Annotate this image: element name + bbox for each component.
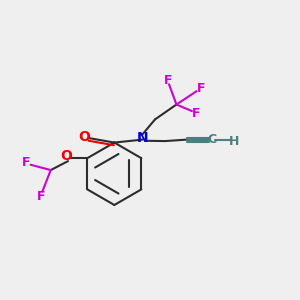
- Text: F: F: [192, 106, 200, 120]
- Text: C: C: [208, 133, 217, 146]
- Text: H: H: [229, 135, 239, 148]
- Text: O: O: [78, 130, 90, 144]
- Text: N: N: [137, 131, 148, 145]
- Text: F: F: [196, 82, 205, 95]
- Text: F: F: [164, 74, 173, 87]
- Text: F: F: [22, 156, 30, 169]
- Text: O: O: [60, 149, 72, 163]
- Text: F: F: [37, 190, 45, 203]
